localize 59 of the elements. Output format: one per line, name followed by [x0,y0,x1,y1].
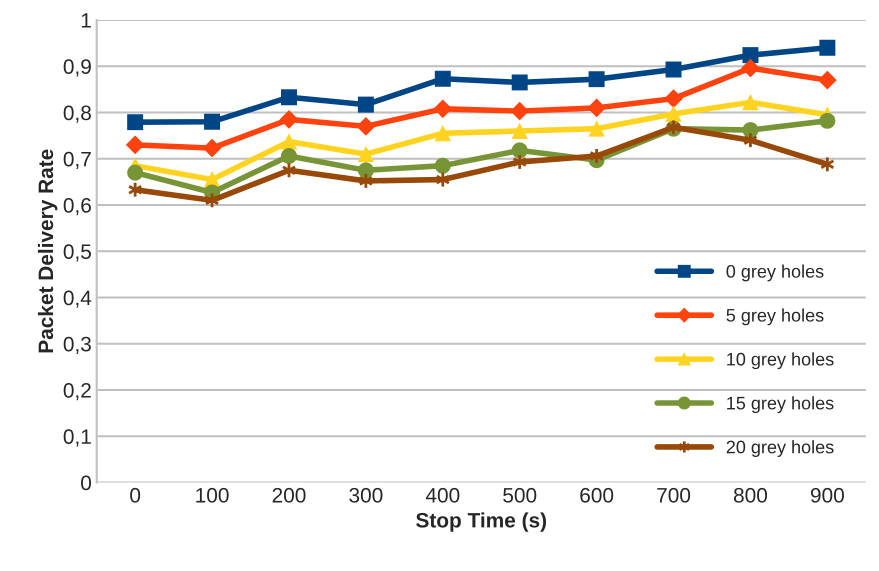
y-tick-label: 1 [82,13,91,28]
point [356,117,376,136]
y-tick-label: 0,6 [64,198,91,216]
x-axis-title: Stop Time (s) [416,512,546,532]
x-tick-label: 800 [734,488,768,503]
point [742,94,758,110]
legend-label: 0 grey holes [726,264,824,282]
legend-label: 5 grey holes [726,308,824,326]
y-tick-label: 0,1 [64,429,91,446]
point [280,110,298,129]
point [819,112,836,129]
point [588,71,605,88]
y-tick-label: 0 [81,475,92,490]
x-tick-label: 200 [272,488,306,503]
point [127,114,144,130]
x-tick-label: 600 [580,488,614,503]
point [358,146,374,162]
legend-label: 10 grey holes [727,352,834,370]
x-tick-label: 500 [503,488,536,503]
x-tick-label: 900 [810,488,844,503]
point [127,164,144,181]
legend-label: 15 grey holes [727,396,834,414]
point [434,125,451,142]
point [588,120,605,137]
y-tick-label: 0,4 [64,290,92,308]
point [280,89,297,106]
point [512,123,528,139]
point [434,100,452,118]
y-tick-label: 0,9 [64,59,91,76]
point [126,136,144,154]
y-tick-label: 0,8 [64,105,91,123]
point [204,114,220,130]
x-tick-label: 300 [349,488,382,503]
point [666,61,682,78]
point [358,162,374,178]
point [434,158,451,174]
point [666,106,682,122]
point [742,122,758,138]
point [742,47,758,64]
x-tick-label: 100 [196,488,229,503]
point [819,40,836,56]
x-tick-label: 400 [426,488,460,503]
point [280,148,297,164]
y-tick-label: 0,3 [64,336,91,354]
point [741,58,760,78]
y-tick-label: 0,5 [64,244,91,262]
legend-label: 20 grey holes [726,440,834,457]
point [818,70,837,90]
point [664,89,683,108]
point [434,70,451,87]
point [512,142,528,158]
y-axis-title: Packet Delivery Rate [38,149,58,352]
point [358,96,374,113]
point [280,134,297,150]
x-tick-label: 700 [657,488,690,503]
x-tick-label: 0 [130,488,140,503]
y-tick-label: 0,2 [64,382,91,400]
point [512,74,528,90]
y-tick-label: 0,7 [64,152,91,169]
